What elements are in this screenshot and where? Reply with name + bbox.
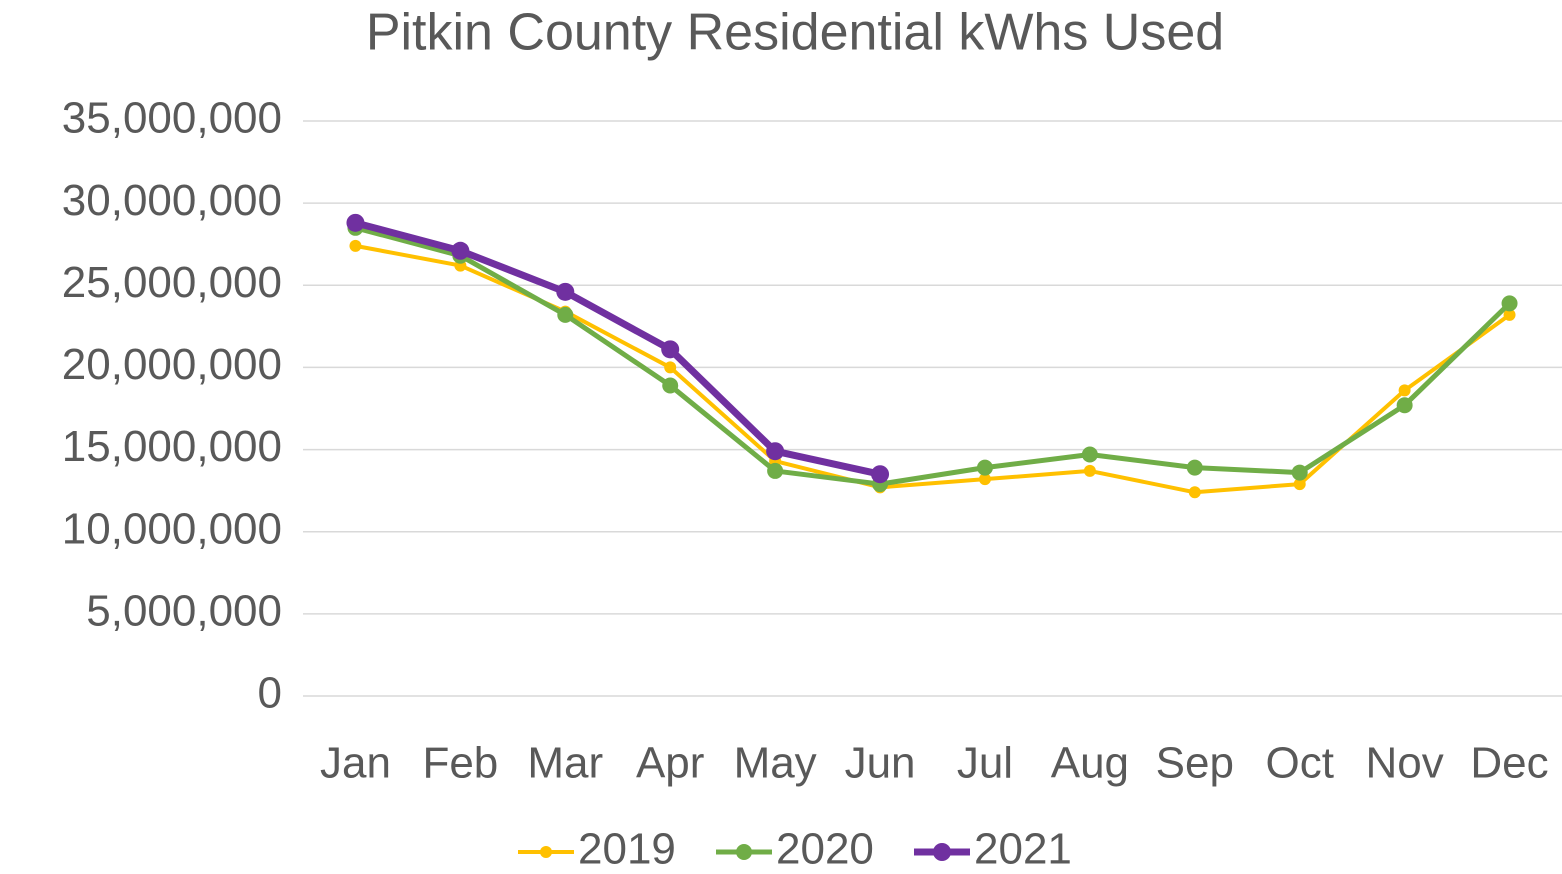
x-tick-label: Mar [527, 739, 603, 788]
x-tick-label: Dec [1470, 739, 1548, 788]
data-point [556, 282, 575, 301]
data-point [766, 442, 785, 461]
data-point [978, 473, 991, 486]
data-point [1188, 486, 1201, 499]
series-line [354, 225, 1512, 487]
data-point [767, 462, 784, 479]
x-tick-label: Jan [320, 739, 391, 788]
data-point [1398, 384, 1411, 397]
legend-label: 2021 [974, 825, 1072, 874]
legend-marker [933, 843, 951, 861]
x-tick-label: Feb [422, 739, 498, 788]
data-point [661, 340, 680, 359]
legend-item: 2020 [716, 825, 874, 874]
data-point [662, 377, 679, 394]
legend-label: 2019 [578, 825, 676, 874]
x-tick-label: Aug [1051, 739, 1129, 788]
x-tick-label: Jun [845, 739, 916, 788]
x-tick-label: Apr [636, 739, 704, 788]
data-point [451, 241, 470, 260]
series-line [354, 219, 881, 478]
y-tick-label: 0 [258, 669, 282, 718]
legend-marker [736, 844, 752, 860]
x-tick-label: Jul [957, 739, 1013, 788]
data-point [349, 239, 362, 252]
legend-item: 2019 [518, 825, 676, 874]
data-point [1186, 459, 1203, 476]
chart-title: Pitkin County Residential kWhs Used [366, 4, 1224, 62]
data-point [1396, 397, 1413, 414]
data-point [1291, 464, 1308, 481]
legend-item: 2021 [914, 825, 1072, 874]
y-tick-label: 30,000,000 [62, 176, 282, 225]
data-point [1293, 478, 1306, 491]
y-tick-label: 10,000,000 [62, 504, 282, 553]
x-tick-label: Sep [1156, 739, 1234, 788]
x-tick-label: May [734, 739, 817, 788]
data-point [871, 465, 890, 484]
data-point [1083, 464, 1096, 477]
data-point [1503, 308, 1516, 321]
y-tick-label: 15,000,000 [62, 422, 282, 471]
x-tick-label: Oct [1265, 739, 1333, 788]
data-point [976, 459, 993, 476]
y-tick-label: 5,000,000 [86, 586, 282, 635]
legend-marker [540, 846, 552, 858]
data-point [1501, 295, 1518, 312]
y-tick-label: 25,000,000 [62, 258, 282, 307]
data-point [664, 361, 677, 374]
data-point [557, 306, 574, 323]
data-point [346, 213, 365, 232]
series-line [355, 243, 1511, 495]
x-tick-label: Nov [1366, 739, 1444, 788]
data-point [1081, 446, 1098, 463]
y-tick-label: 35,000,000 [62, 94, 282, 143]
y-tick-label: 20,000,000 [62, 340, 282, 389]
legend-label: 2020 [776, 825, 874, 874]
